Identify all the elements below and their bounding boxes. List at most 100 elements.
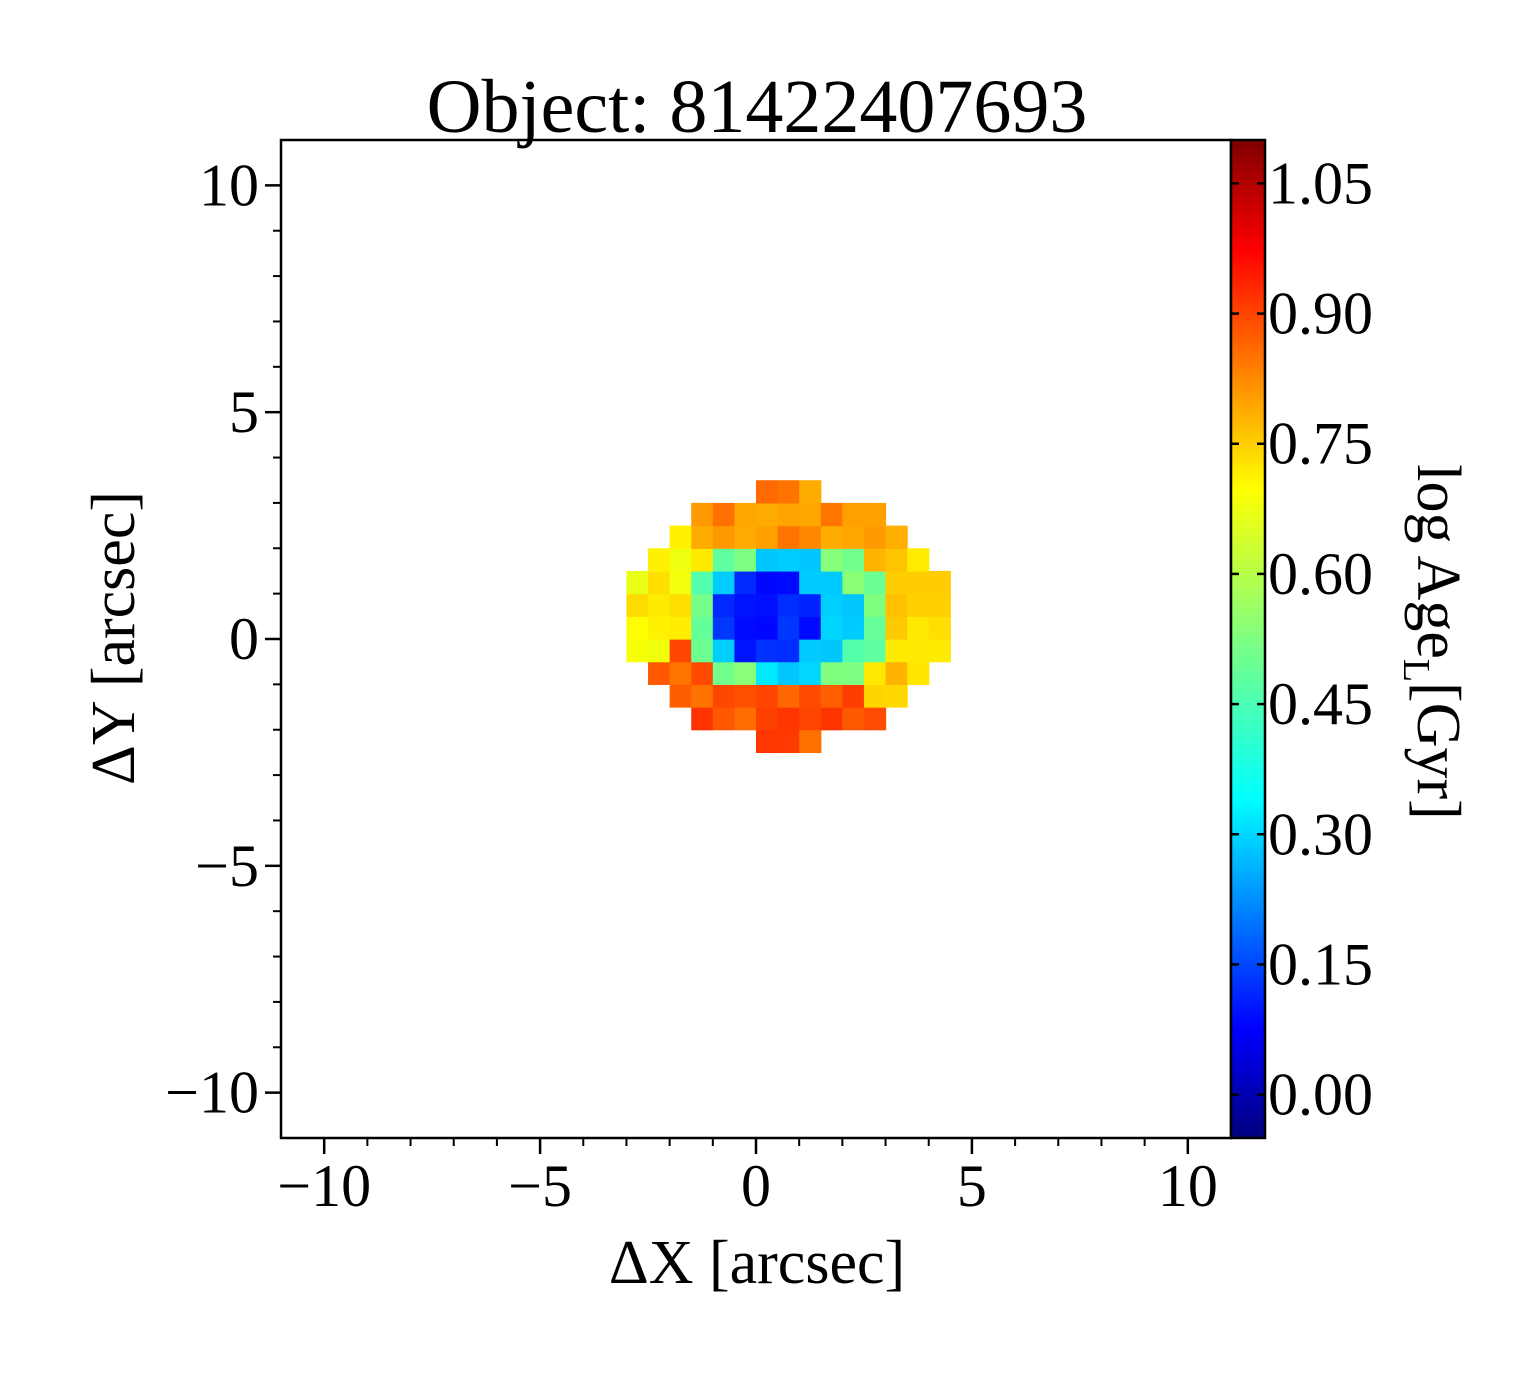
map-pixel — [734, 525, 757, 549]
map-pixel — [907, 593, 930, 617]
map-pixel — [669, 616, 692, 640]
colorbar-ticks: 0.00 0.15 0.30 0.45 0.60 0.75 0.90 1.05 — [1231, 150, 1373, 1128]
map-pixel — [756, 639, 779, 663]
map-pixel — [820, 707, 843, 731]
map-pixel — [928, 570, 951, 595]
map-pixel — [863, 548, 887, 572]
y-tick-label: 0 — [229, 606, 259, 672]
x-tick-label: 0 — [741, 1153, 771, 1219]
map-pixel — [669, 639, 692, 663]
map-pixel — [842, 684, 865, 708]
map-pixel — [777, 616, 800, 640]
y-tick-label: −10 — [165, 1060, 259, 1126]
map-pixel — [842, 616, 865, 640]
map-pixel — [885, 570, 908, 595]
map-pixel — [820, 684, 843, 708]
x-tick-label: −5 — [508, 1153, 572, 1219]
map-pixel — [756, 616, 779, 640]
map-pixel — [756, 525, 779, 549]
x-axis: −10 −5 0 5 10 — [277, 1138, 1218, 1219]
map-pixel — [907, 661, 930, 685]
map-pixel — [626, 639, 649, 663]
map-pixel — [799, 480, 822, 504]
map-pixel — [626, 616, 649, 640]
map-pixel — [756, 661, 779, 685]
map-pixel — [777, 593, 800, 617]
map-pixel — [691, 616, 714, 640]
colorbar-label-sub: L — [1395, 659, 1437, 682]
map-pixel — [885, 548, 908, 572]
map-pixel — [799, 548, 822, 572]
colorbar-label-main: log Age — [1404, 464, 1472, 659]
map-pixel — [863, 570, 887, 595]
colorbar — [1229, 138, 1267, 1140]
map-pixel — [928, 639, 951, 663]
map-pixel — [885, 593, 908, 617]
map-pixel — [820, 525, 843, 549]
y-tick-label: −5 — [195, 833, 259, 899]
map-pixel — [669, 570, 692, 595]
map-pixel — [777, 729, 800, 754]
map-pixel — [863, 684, 887, 708]
map-pixel — [734, 707, 757, 731]
map-pixel — [734, 639, 757, 663]
map-pixel — [928, 616, 951, 640]
map-pixel — [777, 502, 800, 527]
map-pixel — [777, 684, 800, 708]
map-pixel — [863, 661, 887, 685]
map-pixel — [842, 707, 865, 731]
map-pixel — [734, 661, 757, 685]
map-pixel — [648, 661, 671, 685]
map-pixel — [842, 639, 865, 663]
map-pixel — [626, 593, 649, 617]
map-pixel — [799, 616, 822, 640]
map-pixel — [648, 570, 671, 595]
colorbar-label-unit: [Gyr] — [1404, 682, 1472, 820]
map-pixel — [712, 525, 736, 549]
map-pixel — [756, 548, 779, 572]
colorbar-tick-label: 0.90 — [1268, 281, 1373, 347]
map-pixel — [756, 502, 779, 527]
colorbar-tick-label: 1.05 — [1268, 150, 1373, 216]
map-pixel — [777, 548, 800, 572]
map-pixel — [907, 639, 930, 663]
map-pixel — [691, 570, 714, 595]
map-pixel — [712, 548, 736, 572]
map-pixel — [885, 616, 908, 640]
y-axis: −10 −5 0 5 10 — [165, 152, 281, 1126]
map-pixel — [799, 502, 822, 527]
map-pixel — [863, 525, 887, 549]
map-pixel — [885, 525, 908, 549]
map-pixel — [669, 661, 692, 685]
map-pixel — [756, 480, 779, 504]
colorbar-tick-label: 0.45 — [1268, 671, 1373, 737]
map-pixel — [820, 616, 843, 640]
map-pixel — [799, 684, 822, 708]
map-pixel — [777, 570, 800, 595]
map-pixel — [863, 502, 887, 527]
map-pixel — [712, 707, 736, 731]
map-pixel — [734, 570, 757, 595]
map-pixel — [712, 639, 736, 663]
map-pixel — [669, 593, 692, 617]
map-pixel — [712, 502, 736, 527]
map-pixel — [691, 502, 714, 527]
map-pixel — [885, 639, 908, 663]
map-pixel — [648, 548, 671, 572]
map-pixel — [626, 570, 649, 595]
map-pixel — [712, 570, 736, 595]
map-pixel — [885, 661, 908, 685]
map-pixel — [756, 570, 779, 595]
map-pixel — [669, 525, 692, 549]
map-pixel — [863, 593, 887, 617]
map-pixel — [648, 593, 671, 617]
map-pixel — [863, 616, 887, 640]
map-pixel — [820, 661, 843, 685]
map-pixel — [648, 639, 671, 663]
map-pixel — [799, 593, 822, 617]
colorbar-tick-label: 0.00 — [1268, 1062, 1373, 1128]
map-pixel — [777, 707, 800, 731]
map-pixel — [756, 684, 779, 708]
map-pixel — [691, 661, 714, 685]
